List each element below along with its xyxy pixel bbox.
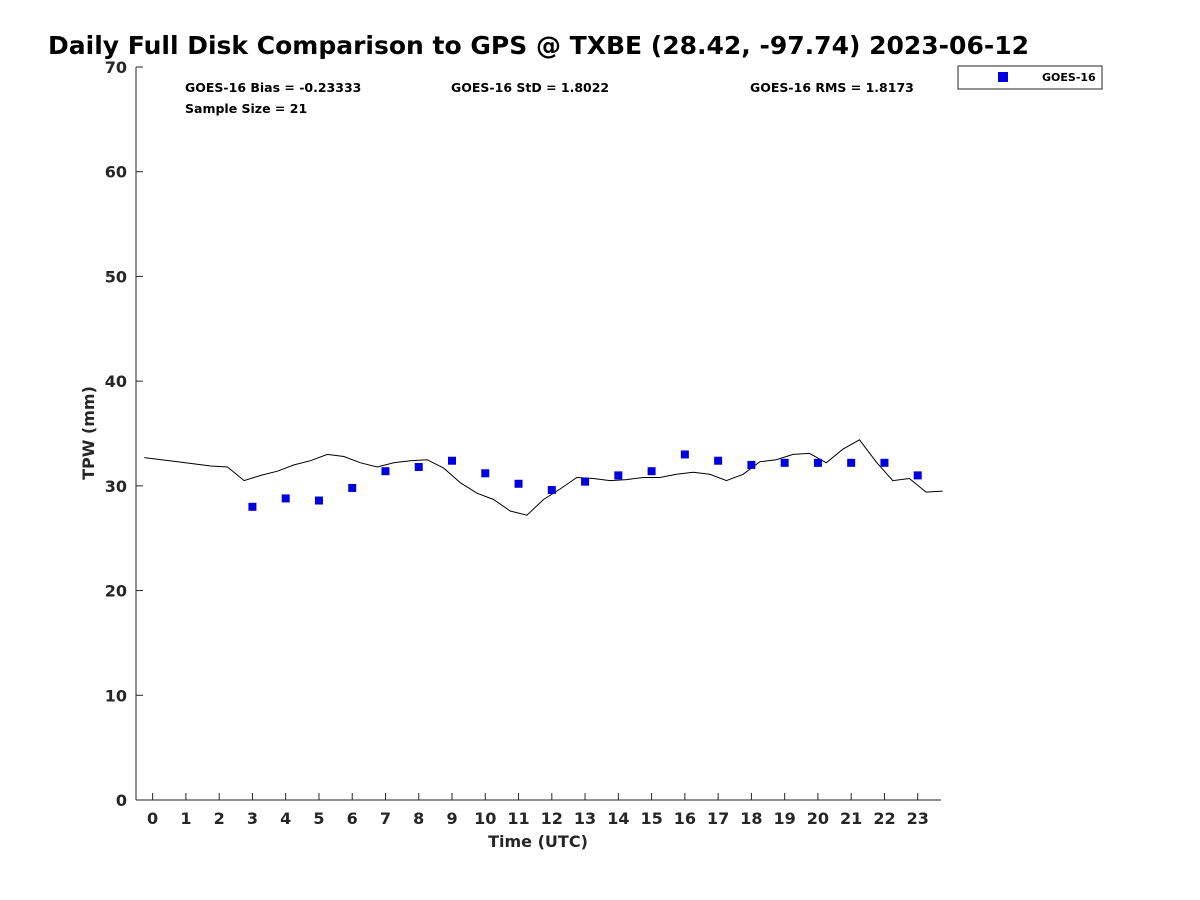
x-tick-label-23: 23	[907, 809, 929, 828]
y-tick-label-40: 40	[105, 372, 127, 391]
x-tick-label-9: 9	[446, 809, 457, 828]
goes16-scatter-series	[248, 450, 922, 511]
goes16-point-13	[581, 477, 590, 486]
goes16-point-7	[381, 467, 390, 476]
x-tick-label-6: 6	[347, 809, 358, 828]
x-tick-label-0: 0	[147, 809, 158, 828]
x-tick-label-17: 17	[707, 809, 729, 828]
goes16-point-14	[614, 471, 623, 480]
goes16-point-19	[780, 458, 789, 467]
goes16-point-10	[481, 469, 490, 478]
goes16-point-8	[414, 463, 423, 472]
y-tick-label-70: 70	[105, 58, 127, 77]
x-tick-label-16: 16	[674, 809, 696, 828]
rms-stat: GOES-16 RMS = 1.8173	[750, 80, 914, 95]
x-tick-label-21: 21	[840, 809, 862, 828]
y-tick-label-20: 20	[105, 582, 127, 601]
goes16-point-20	[813, 458, 822, 467]
x-tick-label-4: 4	[280, 809, 291, 828]
x-tick-label-2: 2	[214, 809, 225, 828]
x-tick-label-13: 13	[574, 809, 596, 828]
x-tick-label-22: 22	[873, 809, 895, 828]
x-tick-label-15: 15	[640, 809, 662, 828]
x-tick-label-7: 7	[380, 809, 391, 828]
x-tick-label-3: 3	[247, 809, 258, 828]
goes16-point-15	[647, 467, 656, 476]
y-tick-label-10: 10	[105, 686, 127, 705]
x-axis-label: Time (UTC)	[488, 832, 588, 851]
legend-box	[957, 65, 1103, 90]
goes16-point-12	[547, 486, 556, 495]
goes16-point-3	[248, 502, 257, 511]
goes16-point-11	[514, 479, 523, 488]
y-tick-label-0: 0	[116, 791, 127, 810]
x-tick-label-11: 11	[507, 809, 529, 828]
x-tick-label-12: 12	[541, 809, 563, 828]
y-tick-label-50: 50	[105, 267, 127, 286]
legend-marker-goes16	[998, 72, 1008, 82]
legend: GOES-16	[957, 65, 1103, 90]
std-stat: GOES-16 StD = 1.8022	[451, 80, 609, 95]
x-tick-label-14: 14	[607, 809, 629, 828]
chart-title: Daily Full Disk Comparison to GPS @ TXBE…	[48, 31, 1029, 60]
y-tick-label-30: 30	[105, 477, 127, 496]
y-tick-label-60: 60	[105, 163, 127, 182]
goes16-point-23	[913, 471, 922, 480]
x-tick-label-20: 20	[807, 809, 829, 828]
x-tick-label-10: 10	[474, 809, 496, 828]
y-axis-ticks: 0 10 20 30 40 50 60 70	[105, 58, 143, 810]
gps-line-series	[144, 439, 943, 516]
goes16-point-6	[348, 483, 357, 492]
goes16-point-18	[747, 460, 756, 469]
bias-stat: GOES-16 Bias = -0.23333	[185, 80, 361, 95]
legend-label-goes16: GOES-16	[1042, 71, 1096, 84]
x-tick-label-19: 19	[774, 809, 796, 828]
goes16-point-9	[448, 456, 457, 465]
goes16-point-22	[880, 458, 889, 467]
sample-size-stat: Sample Size = 21	[185, 101, 307, 116]
goes16-point-16	[680, 450, 689, 459]
goes16-point-17	[714, 456, 723, 465]
x-tick-label-18: 18	[740, 809, 762, 828]
y-axis-label: TPW (mm)	[79, 386, 98, 480]
x-axis-ticks: 0 1 2 3 4 5 6 7 8 9 10 11 12 13 14 15 16 17 18 19 20 21 22 23	[147, 793, 929, 828]
x-tick-label-8: 8	[413, 809, 424, 828]
goes16-point-21	[847, 458, 856, 467]
goes16-point-4	[281, 494, 290, 503]
goes16-point-5	[314, 496, 323, 505]
gps-tpw-line	[144, 439, 943, 516]
x-tick-label-5: 5	[313, 809, 324, 828]
x-tick-label-1: 1	[180, 809, 191, 828]
